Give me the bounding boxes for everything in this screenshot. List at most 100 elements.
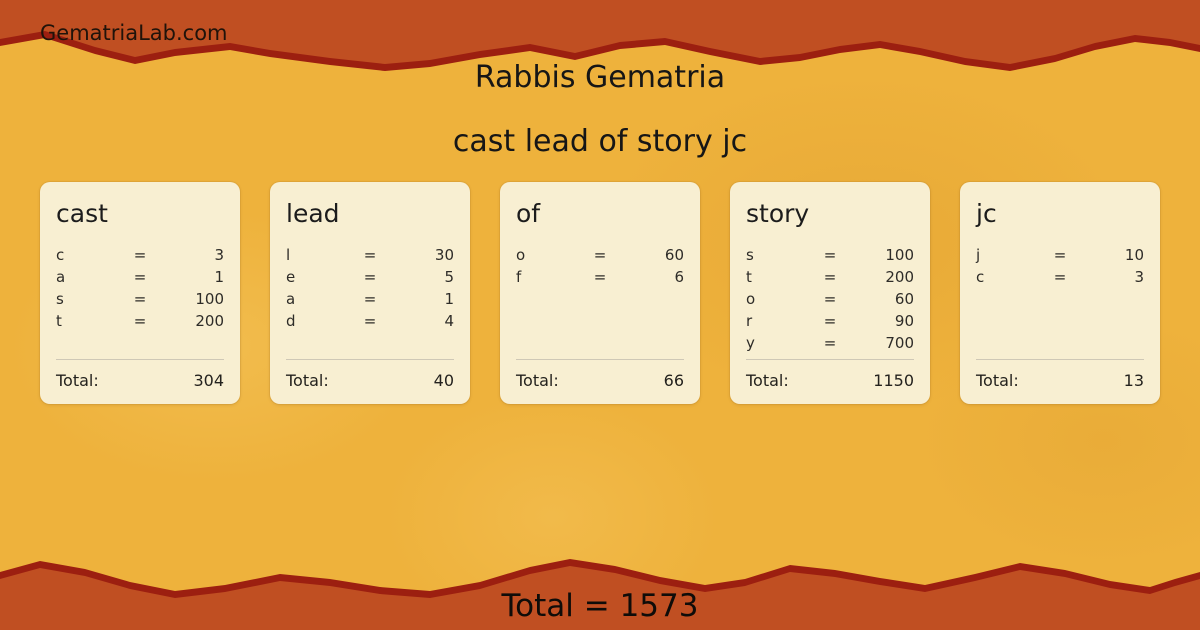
card-total-label: Total: [56, 371, 99, 390]
row-equals: = [593, 245, 607, 264]
card-total-row: Total: 40 [286, 371, 454, 390]
card-word: jc [976, 199, 997, 228]
row-letter: t [56, 311, 62, 330]
row-value: 100 [885, 245, 914, 264]
letter-row: c = 3 [56, 244, 224, 266]
card-word: lead [286, 199, 340, 228]
row-letter: r [746, 311, 753, 330]
row-equals: = [1053, 267, 1067, 286]
row-letter: c [976, 267, 985, 286]
card-total-label: Total: [746, 371, 789, 390]
grand-total: Total = 1573 [501, 588, 699, 624]
card-divider [976, 359, 1144, 360]
card-divider [286, 359, 454, 360]
row-letter: t [746, 267, 752, 286]
row-equals: = [133, 245, 147, 264]
letter-rows: l = 30 e = 5 a = 1 d = 4 [286, 244, 454, 332]
letter-rows: o = 60 f = 6 [516, 244, 684, 288]
row-equals: = [823, 333, 837, 352]
card-total-label: Total: [516, 371, 559, 390]
row-value: 1 [214, 267, 224, 286]
row-equals: = [133, 267, 147, 286]
row-equals: = [363, 267, 377, 286]
row-equals: = [823, 289, 837, 308]
card-total-row: Total: 13 [976, 371, 1144, 390]
letter-rows: s = 100 t = 200 o = 60 r = 90 y = 700 [746, 244, 914, 354]
word-card: jc j = 10 c = 3 Total: 13 [960, 182, 1160, 404]
row-value: 200 [195, 311, 224, 330]
letter-row: r = 90 [746, 310, 914, 332]
card-word: of [516, 199, 541, 228]
row-letter: o [746, 289, 756, 308]
row-equals: = [363, 311, 377, 330]
card-total-label: Total: [976, 371, 1019, 390]
row-equals: = [823, 311, 837, 330]
row-value: 100 [195, 289, 224, 308]
letter-row: o = 60 [516, 244, 684, 266]
page-title: Rabbis Gematria [474, 60, 726, 95]
card-total-label: Total: [286, 371, 329, 390]
word-card: cast c = 3 a = 1 s = 100 t = 200 Total: … [40, 182, 240, 404]
row-equals: = [133, 289, 147, 308]
row-value: 4 [444, 311, 454, 330]
letter-row: s = 100 [746, 244, 914, 266]
card-divider [746, 359, 914, 360]
letter-row: f = 6 [516, 266, 684, 288]
row-letter: y [746, 333, 755, 352]
word-card: of o = 60 f = 6 Total: 66 [500, 182, 700, 404]
row-value: 6 [674, 267, 684, 286]
card-total-value: 66 [663, 371, 684, 390]
row-value: 10 [1124, 245, 1144, 264]
row-letter: l [286, 245, 291, 264]
row-equals: = [823, 267, 837, 286]
row-letter: o [516, 245, 526, 264]
card-total-row: Total: 304 [56, 371, 224, 390]
row-equals: = [363, 245, 377, 264]
word-card: lead l = 30 e = 5 a = 1 d = 4 Total: 40 [270, 182, 470, 404]
letter-row: j = 10 [976, 244, 1144, 266]
card-total-value: 13 [1123, 371, 1144, 390]
row-letter: s [56, 289, 64, 308]
letter-row: e = 5 [286, 266, 454, 288]
card-total-row: Total: 66 [516, 371, 684, 390]
letter-row: a = 1 [56, 266, 224, 288]
row-letter: c [56, 245, 65, 264]
row-letter: f [516, 267, 522, 286]
card-divider [516, 359, 684, 360]
letter-row: l = 30 [286, 244, 454, 266]
letter-row: c = 3 [976, 266, 1144, 288]
row-equals: = [363, 289, 377, 308]
row-letter: a [56, 267, 66, 286]
letter-rows: c = 3 a = 1 s = 100 t = 200 [56, 244, 224, 332]
letter-row: s = 100 [56, 288, 224, 310]
letter-row: a = 1 [286, 288, 454, 310]
row-value: 700 [885, 333, 914, 352]
card-word: story [746, 199, 810, 228]
card-total-value: 304 [193, 371, 224, 390]
letter-row: t = 200 [746, 266, 914, 288]
letter-row: y = 700 [746, 332, 914, 354]
card-total-value: 1150 [873, 371, 914, 390]
row-letter: e [286, 267, 296, 286]
row-value: 3 [214, 245, 224, 264]
row-value: 1 [444, 289, 454, 308]
row-value: 90 [894, 311, 914, 330]
row-value: 200 [885, 267, 914, 286]
row-letter: d [286, 311, 296, 330]
row-letter: s [746, 245, 754, 264]
card-word: cast [56, 199, 108, 228]
row-value: 60 [894, 289, 914, 308]
row-letter: j [976, 245, 981, 264]
letter-rows: j = 10 c = 3 [976, 244, 1144, 288]
letter-row: d = 4 [286, 310, 454, 332]
row-value: 5 [444, 267, 454, 286]
card-divider [56, 359, 224, 360]
row-equals: = [823, 245, 837, 264]
word-card: story s = 100 t = 200 o = 60 r = 90 y = … [730, 182, 930, 404]
row-value: 30 [434, 245, 454, 264]
row-value: 60 [664, 245, 684, 264]
site-brand: GematriaLab.com [40, 21, 228, 45]
letter-row: t = 200 [56, 310, 224, 332]
word-cards: cast c = 3 a = 1 s = 100 t = 200 Total: … [40, 182, 1160, 404]
